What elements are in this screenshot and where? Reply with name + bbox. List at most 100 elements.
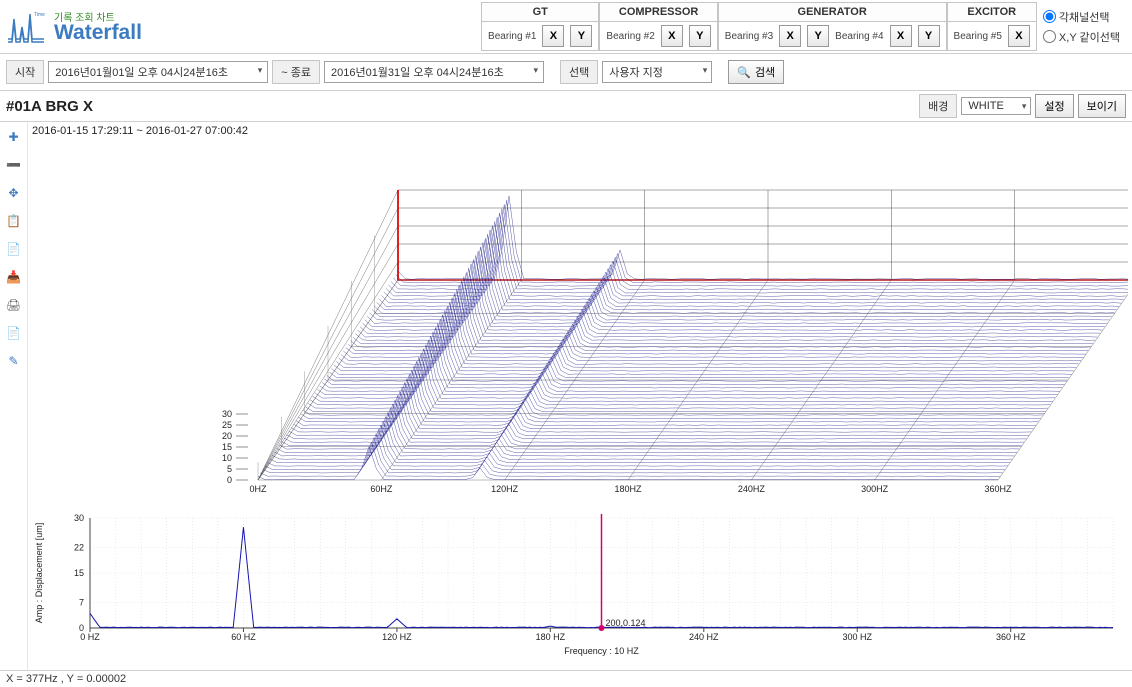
end-date-picker[interactable]: 2016년01월31일 오후 04시24분16초 [324, 61, 544, 83]
select-label: 선택 [560, 60, 598, 84]
chart-header: #01A BRG X 배경 WHITE 설정 보이기 [0, 91, 1132, 122]
chart-title: #01A BRG X [6, 98, 93, 115]
svg-text:22: 22 [74, 542, 84, 552]
start-date-picker[interactable]: 2016년01월01일 오후 04시24분16초 [48, 61, 268, 83]
timestamp-label: 2016-01-15 17:29:11 ~ 2016-01-27 07:00:4… [28, 122, 1132, 140]
print-icon[interactable]: 🖨 [5, 296, 23, 314]
svg-text:60 HZ: 60 HZ [231, 632, 256, 642]
bearing-x-button[interactable]: X [1008, 25, 1030, 47]
svg-text:5: 5 [227, 464, 232, 474]
start-label: 시작 [6, 60, 44, 84]
svg-text:15: 15 [74, 568, 84, 578]
range-select-dropdown[interactable]: 사용자 지정 [602, 61, 712, 83]
svg-text:180HZ: 180HZ [614, 484, 642, 494]
bearing-x-button[interactable]: X [661, 25, 683, 47]
svg-text:Frequency : 10 HZ: Frequency : 10 HZ [564, 646, 639, 656]
svg-text:30: 30 [74, 513, 84, 523]
pencil-icon[interactable]: ✎ [5, 352, 23, 370]
svg-text:30: 30 [222, 409, 232, 419]
svg-text:120 HZ: 120 HZ [382, 632, 412, 642]
svg-text:25: 25 [222, 420, 232, 430]
waterfall-3d-chart[interactable]: 0HZ 60HZ 120HZ 180HZ 240HZ 300HZ 360HZ 05101520… [28, 140, 1132, 510]
document-icon[interactable]: 📄 [5, 324, 23, 342]
app-header: Time 기록 조회 차트 Waterfall GTBearing #1XYCO… [0, 0, 1132, 54]
svg-text:15: 15 [222, 442, 232, 452]
spectrum-2d-svg: 071522300 HZ60 HZ120 HZ180 HZ240 HZ300 H… [28, 510, 1128, 660]
svg-text:200,0.124: 200,0.124 [606, 618, 646, 628]
bearing-x-button[interactable]: X [890, 25, 912, 47]
tab-head-compressor[interactable]: COMPRESSOR [600, 3, 716, 22]
settings-button[interactable]: 설정 [1035, 94, 1073, 118]
minus-icon[interactable]: ➖ [5, 156, 23, 174]
header-left: Time 기록 조회 차트 Waterfall [6, 9, 142, 45]
bearing-label: Bearing #2 [606, 31, 654, 42]
tab-group-excitor: EXCITOR Bearing #5 X [947, 2, 1037, 51]
svg-text:0 HZ: 0 HZ [80, 632, 100, 642]
tab-head-gt[interactable]: GT [482, 3, 598, 22]
copy-icon[interactable]: 📋 [5, 212, 23, 230]
tab-bearing-row: Bearing #3XYBearing #4XY [719, 22, 946, 50]
bearing-y-button[interactable]: Y [689, 25, 711, 47]
date-toolbar: 시작 2016년01월01일 오후 04시24분16초 ~ 종료 2016년01… [0, 54, 1132, 91]
svg-text:7: 7 [79, 597, 84, 607]
svg-text:Time: Time [34, 12, 45, 18]
tab-group-compressor: COMPRESSOR Bearing #2 XY [599, 2, 717, 51]
bearing-y-button[interactable]: Y [807, 25, 829, 47]
bearing-x-button[interactable]: X [542, 25, 564, 47]
spectrum-2d-chart[interactable]: 071522300 HZ60 HZ120 HZ180 HZ240 HZ300 H… [28, 510, 1132, 660]
download-icon[interactable]: 📥 [5, 268, 23, 286]
svg-text:300 HZ: 300 HZ [842, 632, 872, 642]
channel-select-radios: 각채널선택 X,Y 같이선택 [1037, 5, 1126, 49]
end-label: ~ 종료 [272, 60, 320, 84]
svg-text:10: 10 [222, 453, 232, 463]
arrows-icon[interactable]: ✥ [5, 184, 23, 202]
svg-text:60HZ: 60HZ [370, 484, 393, 494]
svg-text:120HZ: 120HZ [491, 484, 519, 494]
search-button[interactable]: 검색 [728, 60, 784, 84]
svg-text:180 HZ: 180 HZ [536, 632, 566, 642]
plot-column: 2016-01-15 17:29:11 ~ 2016-01-27 07:00:4… [28, 122, 1132, 670]
bearing-y-button[interactable]: Y [918, 25, 940, 47]
svg-text:20: 20 [222, 431, 232, 441]
bearing-label: Bearing #3 [725, 31, 773, 42]
svg-text:0: 0 [227, 475, 232, 485]
waterfall-3d-svg: 0HZ 60HZ 120HZ 180HZ 240HZ 300HZ 360HZ 05101520… [28, 140, 1128, 510]
bg-color-dropdown[interactable]: WHITE [961, 97, 1031, 115]
svg-text:0HZ: 0HZ [249, 484, 267, 494]
svg-text:300HZ: 300HZ [861, 484, 889, 494]
bearing-label: Bearing #1 [488, 31, 536, 42]
svg-text:240HZ: 240HZ [738, 484, 766, 494]
tool-sidebar: ✚ ➖ ✥ 📋 📄 📥 🖨 📄 ✎ [0, 122, 28, 670]
radio-xy-together[interactable]: X,Y 같이선택 [1043, 29, 1120, 45]
crosshair-icon[interactable]: ✚ [5, 128, 23, 146]
tab-group-generator: GENERATORBearing #3XYBearing #4XY [718, 2, 947, 51]
logo-icon: Time [6, 9, 46, 44]
page-icon[interactable]: 📄 [5, 240, 23, 258]
radio-each-channel-input[interactable] [1043, 10, 1056, 23]
tab-head-excitor[interactable]: EXCITOR [948, 3, 1036, 22]
status-bar: X = 377Hz , Y = 0.00002 [0, 670, 1132, 687]
tab-bearing-row: Bearing #1 XY [482, 22, 598, 50]
bearing-x-button[interactable]: X [779, 25, 801, 47]
bearing-y-button[interactable]: Y [570, 25, 592, 47]
svg-text:360 HZ: 360 HZ [996, 632, 1026, 642]
svg-text:240 HZ: 240 HZ [689, 632, 719, 642]
tab-bearing-row: Bearing #2 XY [600, 22, 716, 50]
tabs-row: GTBearing #1XYCOMPRESSORBearing #2XYGENE… [481, 2, 1037, 51]
tab-head-generator[interactable]: GENERATOR [719, 3, 946, 22]
radio-each-channel-label: 각채널선택 [1059, 9, 1110, 25]
bearing-label: Bearing #5 [954, 31, 1002, 42]
tab-bearing-row: Bearing #5 X [948, 22, 1036, 50]
bg-label: 배경 [919, 94, 957, 118]
main-area: ✚ ➖ ✥ 📋 📄 📥 🖨 📄 ✎ 2016-01-15 17:29:11 ~ 2016-01-… [0, 122, 1132, 670]
radio-each-channel[interactable]: 각채널선택 [1043, 9, 1120, 25]
radio-xy-together-input[interactable] [1043, 30, 1056, 43]
svg-text:Amp : Displacement [um]: Amp : Displacement [um] [34, 523, 44, 624]
radio-xy-together-label: X,Y 같이선택 [1059, 29, 1120, 45]
show-button[interactable]: 보이기 [1078, 94, 1126, 118]
svg-text:360HZ: 360HZ [984, 484, 1012, 494]
header-title: Waterfall [54, 21, 142, 45]
tab-group-gt: GT Bearing #1 XY [481, 2, 599, 51]
bearing-label: Bearing #4 [835, 31, 883, 42]
search-button-label: 검색 [755, 64, 775, 80]
